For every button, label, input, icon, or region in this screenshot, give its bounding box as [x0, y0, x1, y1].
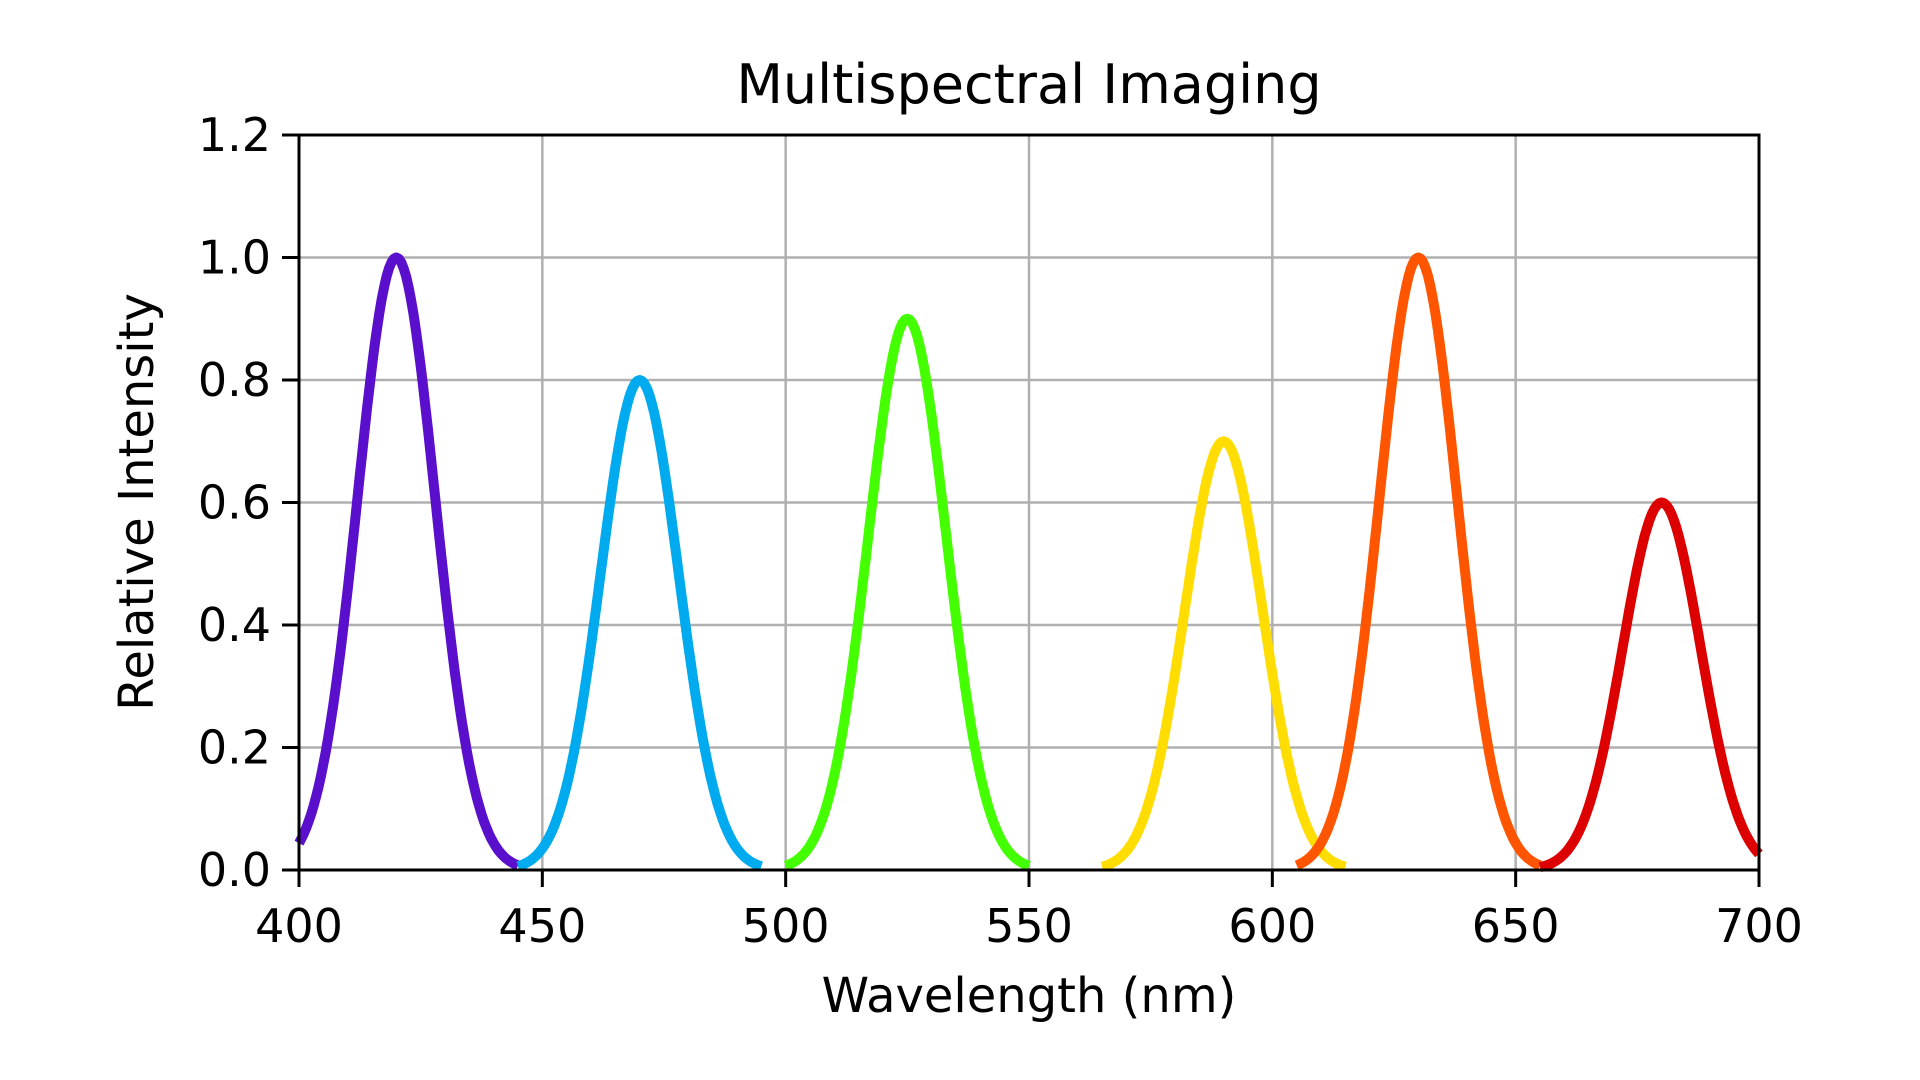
y-tick-label: 0.0 — [198, 843, 271, 897]
x-tick-label: 600 — [1228, 899, 1316, 953]
x-tick-label: 500 — [742, 899, 830, 953]
x-tick-label: 650 — [1472, 899, 1560, 953]
y-tick-label: 0.2 — [198, 721, 271, 775]
x-tick-label: 700 — [1715, 899, 1803, 953]
grid — [297, 133, 1761, 872]
y-tick-label: 0.8 — [198, 353, 271, 407]
chart-title: Multispectral Imaging — [736, 53, 1321, 116]
y-tick-label: 0.6 — [198, 476, 271, 530]
spectral-band-curve-525 — [783, 313, 1032, 871]
y-axis-label: Relative Intensity — [109, 293, 165, 711]
spectral-band-curve-680 — [1537, 497, 1763, 873]
spectral-band-curve-630 — [1294, 252, 1543, 871]
y-tick-label: 1.0 — [198, 231, 271, 285]
ticks: 400 450 500 550 600 650 700 0.0 0.2 0.4 0.6 0.8 1.0 1… — [198, 108, 1803, 953]
curves — [294, 252, 1763, 873]
y-tick-label: 1.2 — [198, 108, 271, 162]
spectral-band-curve-470 — [515, 375, 764, 872]
x-tick-label: 400 — [255, 899, 343, 953]
y-tick-label: 0.4 — [198, 598, 271, 652]
x-tick-label: 550 — [985, 899, 1073, 953]
spectral-band-curve-590 — [1099, 436, 1348, 872]
x-tick-label: 450 — [498, 899, 586, 953]
x-axis-label: Wavelength (nm) — [822, 968, 1237, 1024]
spectral-band-curve-420 — [294, 252, 521, 871]
